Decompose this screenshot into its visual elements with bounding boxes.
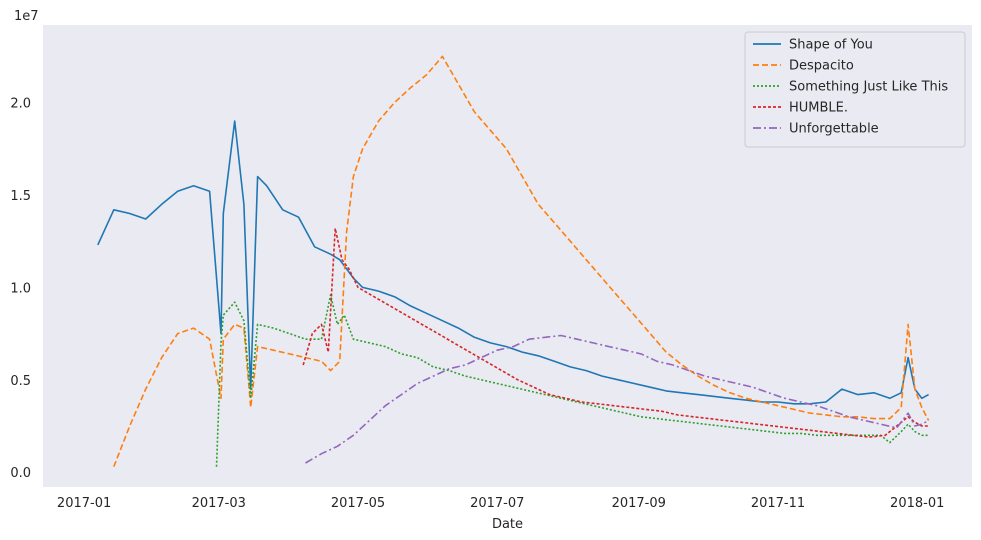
legend: Shape of You Despacito Something Just Like… [744,31,966,148]
series-line-3 [302,227,929,438]
legend-label: Unforgettable [789,122,879,137]
x-axis: 2017-01 2017-03 2017-05 2017-07 2017-09 2017-… [57,496,944,511]
legend-label: Something Just Like This [789,80,948,95]
x-tick-label: 2017-07 [470,496,524,511]
legend-label: Despacito [789,59,854,74]
x-tick-label: 2017-05 [331,496,385,511]
legend-label: HUMBLE. [789,101,848,116]
y-tick-label: 0.5 [10,374,31,389]
y-axis: 0.0 0.5 1.0 1.5 2.0 [10,97,31,482]
y-tick-label: 2.0 [10,97,31,112]
legend-label: Shape of You [789,38,873,53]
series-line-2 [215,293,929,467]
x-tick-label: 2017-11 [751,496,805,511]
y-tick-label: 0.0 [10,466,31,481]
x-tick-label: 2017-01 [57,496,111,511]
y-axis-multiplier: 1e7 [14,9,39,24]
y-tick-label: 1.5 [10,189,31,204]
series-lines [97,55,930,467]
x-tick-label: 2017-03 [192,496,246,511]
x-tick-label: 2017-09 [612,496,666,511]
legend-box [744,31,966,148]
x-tick-label: 2018-01 [890,496,944,511]
series-line-1 [113,55,930,467]
x-axis-label: Date [492,517,523,532]
y-tick-label: 1.0 [10,281,31,296]
series-line-4 [305,334,929,464]
